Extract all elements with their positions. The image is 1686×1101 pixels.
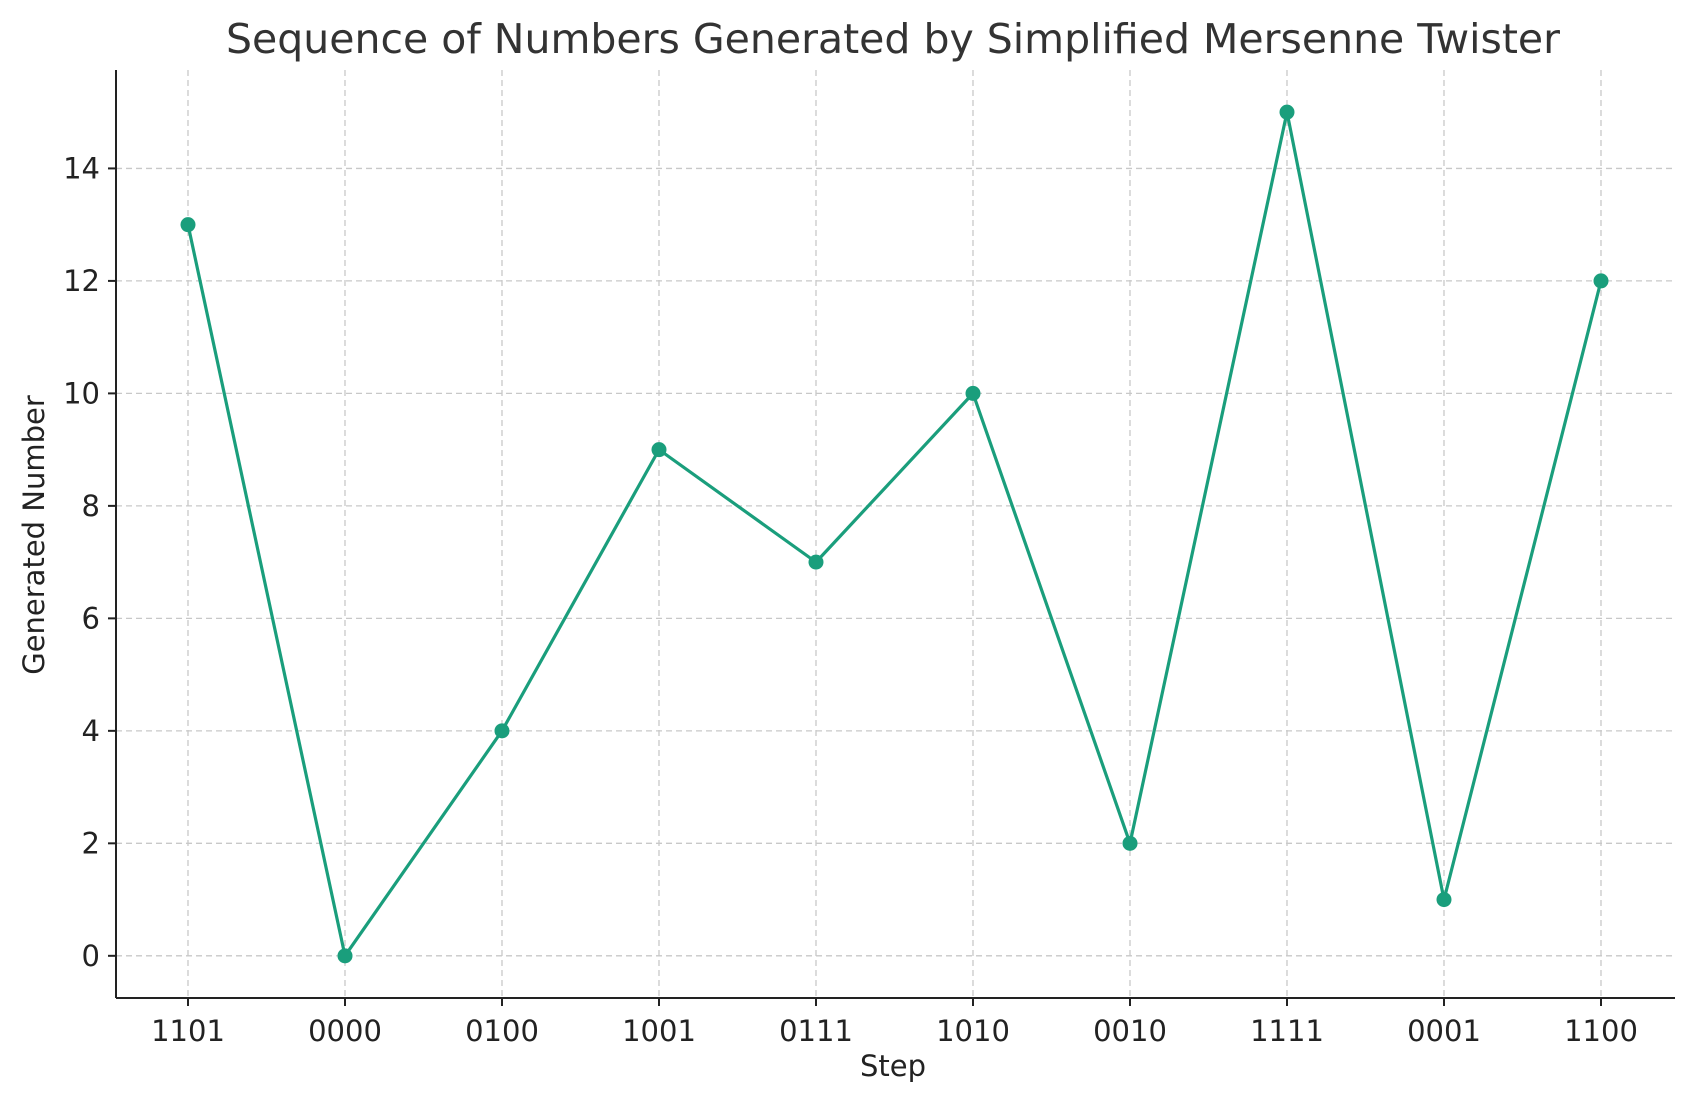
y-axis-label: Generated Number	[17, 395, 51, 675]
data-point	[651, 442, 667, 458]
y-tick-label: 10	[63, 376, 100, 410]
data-point	[494, 723, 510, 739]
axes	[108, 70, 1675, 1006]
data-point	[1436, 892, 1452, 908]
x-tick-label: 1100	[1564, 1014, 1638, 1048]
x-tick-label: 1111	[1250, 1014, 1324, 1048]
data-point	[965, 385, 981, 401]
x-tick-label: 1001	[622, 1014, 696, 1048]
tick-labels: 1101 0000 0100 1001 0111 1010 0010 1111 0001 1100…	[63, 151, 1638, 1048]
x-tick-label: 0111	[779, 1014, 853, 1048]
chart-title: Sequence of Numbers Generated by Simplif…	[226, 15, 1560, 63]
data-point	[180, 217, 196, 233]
series-layer	[180, 104, 1609, 964]
y-tick-label: 4	[82, 714, 100, 748]
x-axis-label: Step	[860, 1049, 926, 1083]
y-tick-label: 2	[82, 826, 100, 860]
x-tick-label: 0001	[1407, 1014, 1481, 1048]
y-tick-label: 14	[63, 151, 100, 185]
data-point	[1593, 273, 1609, 289]
data-point	[808, 554, 824, 570]
data-point	[1122, 835, 1138, 851]
x-tick-label: 0000	[308, 1014, 382, 1048]
y-tick-label: 0	[82, 939, 100, 973]
x-tick-label: 0010	[1093, 1014, 1167, 1048]
grid	[116, 70, 1675, 998]
y-tick-label: 6	[82, 601, 100, 635]
y-tick-label: 8	[82, 489, 100, 523]
y-tick-label: 12	[63, 264, 100, 298]
x-tick-label: 1101	[151, 1014, 225, 1048]
data-point	[1279, 104, 1295, 120]
x-tick-label: 0100	[465, 1014, 539, 1048]
x-tick-label: 1010	[936, 1014, 1010, 1048]
data-point	[337, 948, 353, 964]
series-line	[186, 110, 1603, 958]
